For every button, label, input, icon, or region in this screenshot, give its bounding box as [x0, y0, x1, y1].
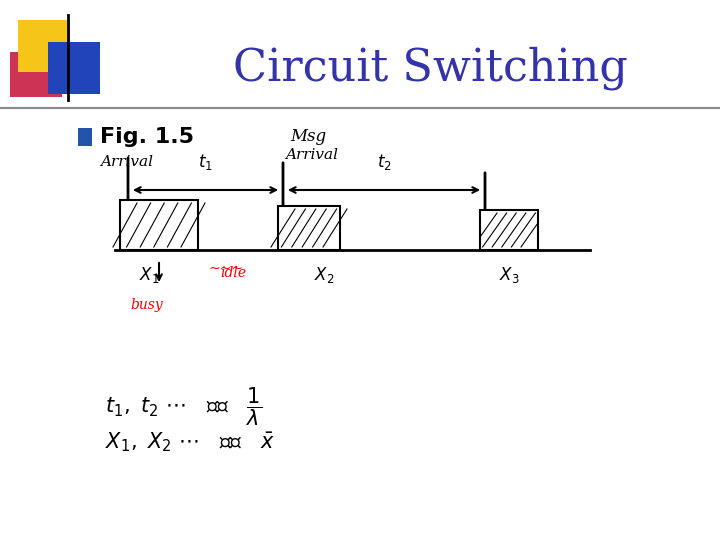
- Text: Arrival: Arrival: [100, 155, 153, 169]
- Bar: [10, 52, 62, 97]
- Text: $t_1$: $t_1$: [198, 152, 213, 172]
- Text: $t_1, \ t_2 \ \cdots$   平均   $\dfrac{1}{\lambda}$: $t_1, \ t_2 \ \cdots$ 平均 $\dfrac{1}{\lam…: [105, 385, 262, 428]
- Bar: [78, 128, 92, 146]
- Text: idle: idle: [220, 266, 246, 280]
- Text: $t_2$: $t_2$: [377, 152, 392, 172]
- Text: Msg: Msg: [290, 128, 326, 145]
- Text: Fig. 1.5: Fig. 1.5: [100, 127, 194, 147]
- Text: Circuit Switching: Circuit Switching: [233, 46, 627, 90]
- Text: $X_1, \ X_2 \ \cdots$   ，，   $\bar{x}$: $X_1, \ X_2 \ \cdots$ ，， $\bar{x}$: [105, 430, 274, 454]
- Text: Arrival: Arrival: [285, 148, 338, 162]
- Bar: [120, 200, 198, 250]
- Text: ~~~: ~~~: [208, 262, 243, 276]
- Bar: [48, 42, 100, 94]
- Bar: [480, 210, 538, 250]
- Text: $X_2$: $X_2$: [314, 265, 334, 285]
- Text: $X_3$: $X_3$: [499, 265, 519, 285]
- Bar: [18, 20, 70, 72]
- Text: busy: busy: [130, 298, 163, 312]
- Bar: [278, 206, 340, 250]
- Text: $X_1$: $X_1$: [139, 265, 159, 285]
